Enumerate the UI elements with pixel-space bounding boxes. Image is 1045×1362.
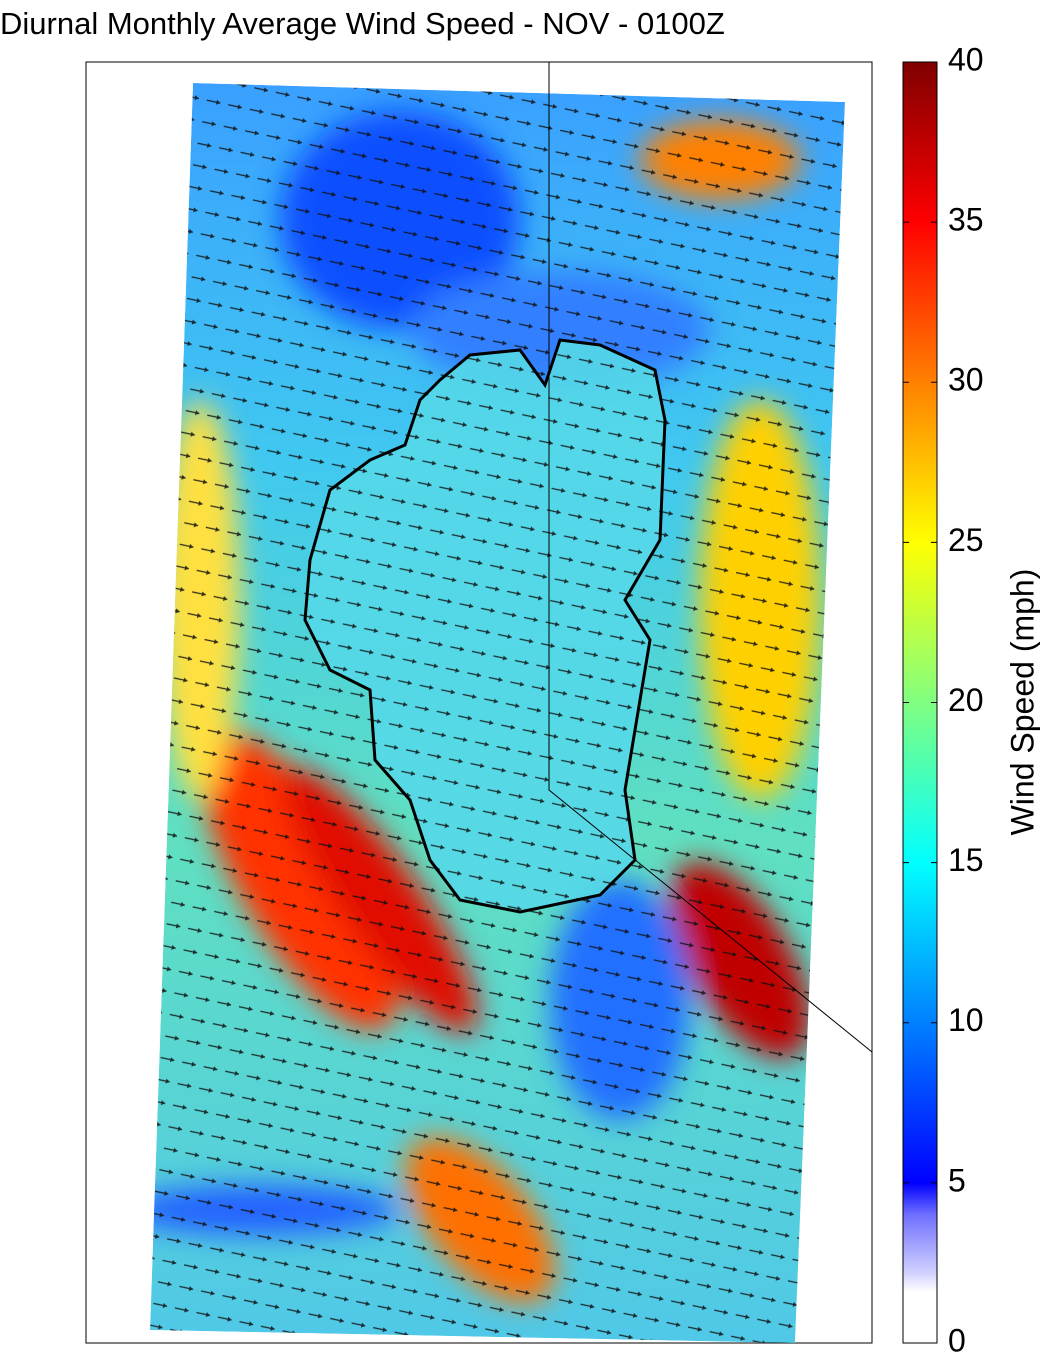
colorbar-label: Wind Speed (mph) (1004, 569, 1040, 836)
colorbar-tick-label: 25 (948, 522, 984, 558)
wind-field (150, 83, 845, 1343)
colorbar-tick-label: 0 (948, 1322, 966, 1358)
colorbar-tick-label: 40 (948, 41, 984, 77)
colorbar-tick-label: 10 (948, 1002, 984, 1038)
colorbar-tick-label: 30 (948, 362, 984, 398)
colorbar-tick-label: 35 (948, 202, 984, 238)
colorbar-tick-label: 15 (948, 842, 984, 878)
colorbar-tick-label: 20 (948, 682, 984, 718)
title: Diurnal Monthly Average Wind Speed - NOV… (0, 6, 725, 41)
lake-outline (303, 338, 667, 914)
state-boundary (548, 62, 873, 1053)
colorbar-tick-label: 5 (948, 1162, 966, 1198)
